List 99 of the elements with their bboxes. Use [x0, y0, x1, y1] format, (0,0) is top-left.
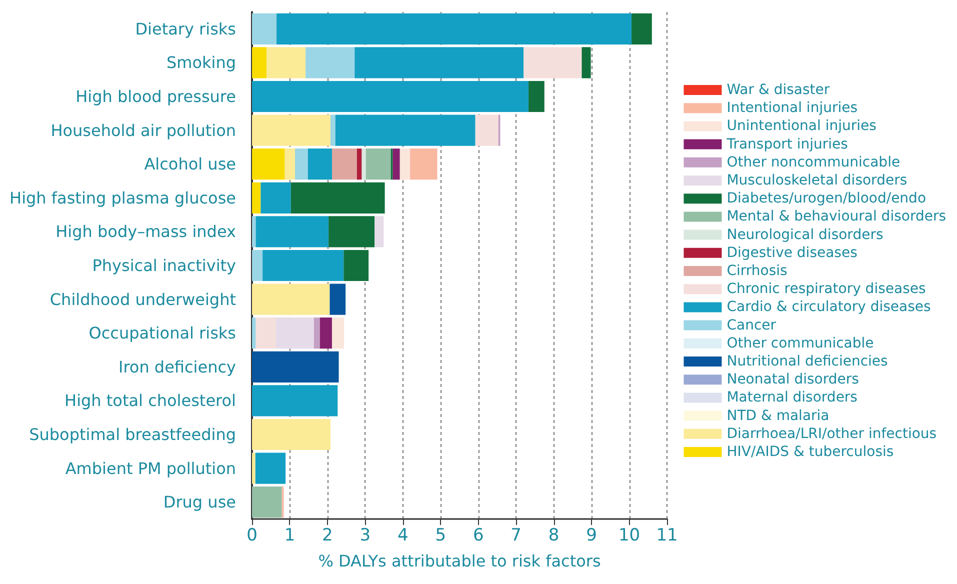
legend-label: Musculoskeletal disorders	[726, 172, 908, 188]
bar	[252, 284, 330, 315]
legend-label: Neonatal disorders	[726, 372, 859, 388]
bar	[284, 148, 296, 180]
legend-label: Mental & behavioural disorders	[726, 208, 946, 225]
bar	[252, 148, 285, 180]
y-tick-label: High total cholesterol	[64, 391, 236, 410]
legend-label: Maternal disorders	[726, 390, 858, 406]
legend-label: Other communicable	[726, 335, 874, 352]
bar	[330, 284, 346, 315]
bar	[320, 318, 332, 349]
bar	[374, 216, 384, 248]
bar	[252, 13, 277, 44]
bar	[252, 418, 330, 450]
x-tick-label: 3	[360, 526, 371, 546]
bar	[252, 47, 267, 78]
legend-label: Transport injuries	[726, 136, 848, 152]
y-tick-label: Occupational risks	[88, 324, 236, 343]
legend-label: Chronic respiratory diseases	[726, 281, 926, 298]
bar	[252, 182, 261, 214]
x-tick-label: 2	[322, 526, 333, 546]
y-tick-label: Household air pollution	[50, 120, 236, 140]
y-tick-label: Suboptimal breastfeeding	[29, 425, 236, 444]
legend-label: Cirrhosis	[726, 263, 788, 279]
legend-label: Diabetes/urogen/blood/endo	[726, 190, 926, 207]
legend-label: Nutritional deficiencies	[726, 354, 888, 370]
y-tick-label: Dietary risks	[135, 19, 236, 38]
bar	[344, 250, 369, 282]
bar	[252, 351, 339, 382]
bar	[252, 114, 330, 146]
legend-label: Cardio & circulatory diseases	[726, 299, 931, 316]
x-tick-label: 8	[548, 526, 560, 546]
bar	[306, 47, 355, 78]
legend-label: Other noncommunicable	[726, 154, 900, 170]
bar	[354, 47, 524, 78]
bar	[266, 47, 306, 78]
bar	[410, 148, 438, 180]
bar	[290, 182, 385, 214]
legend-label: Digestive diseases	[726, 244, 858, 261]
x-tick-label: 10	[618, 526, 640, 546]
x-axis-title: % DALYs attributable to risk factors	[318, 552, 601, 570]
bar	[528, 80, 544, 112]
x-tick-label: 11	[656, 526, 678, 546]
x-tick-label: 7	[510, 526, 522, 546]
bar	[308, 148, 332, 180]
x-tick-label: 5	[435, 526, 446, 546]
x-tick-label: 4	[397, 526, 408, 546]
legend-label: Unintentional injuries	[726, 118, 876, 134]
y-tick-label: Childhood underweight	[50, 290, 236, 309]
bar	[256, 216, 329, 248]
y-tick-label: Drug use	[163, 492, 236, 512]
bar	[332, 318, 344, 349]
bar	[314, 318, 320, 349]
x-tick-label: 9	[586, 526, 597, 546]
x-tick-label: 6	[472, 526, 484, 546]
legend-label: War & disaster	[726, 82, 830, 98]
bar	[262, 250, 344, 282]
legend-label: HIV/AIDS & tuberculosis	[726, 444, 894, 460]
bar	[335, 114, 476, 146]
bar	[256, 318, 276, 349]
bar	[252, 318, 256, 349]
y-tick-label: Alcohol use	[144, 154, 236, 174]
legend-label: Intentional injuries	[726, 100, 858, 116]
x-tick-label: 1	[284, 526, 296, 546]
legend-label: Cancer	[726, 317, 776, 334]
legend-label: Neurological disorders	[726, 226, 884, 243]
bar	[366, 148, 391, 180]
bar	[582, 47, 591, 78]
bar	[295, 148, 308, 180]
bar	[328, 216, 375, 248]
legend-label: Diarrhoea/LRI/other infectious	[726, 426, 937, 442]
bar	[252, 80, 529, 112]
y-tick-label: High blood pressure	[76, 87, 236, 106]
bar	[252, 250, 263, 282]
y-tick-label: Smoking	[166, 53, 236, 72]
bar	[362, 148, 366, 180]
bar	[400, 148, 410, 180]
bar	[252, 216, 256, 248]
bar	[252, 385, 338, 416]
legend-label: NTD & malaria	[726, 408, 830, 424]
bar	[392, 148, 400, 180]
bar	[252, 452, 256, 484]
bar	[356, 148, 362, 180]
y-tick-label: High body–mass index	[56, 222, 236, 242]
bar	[632, 13, 652, 44]
bar	[260, 182, 291, 214]
bar	[276, 13, 632, 44]
bar	[252, 486, 282, 518]
y-tick-label: Iron deficiency	[118, 357, 236, 376]
bar	[332, 148, 357, 180]
y-tick-label: Ambient PM pollution	[65, 458, 236, 478]
bar	[255, 452, 286, 484]
y-tick-label: High fasting plasma glucose	[10, 188, 236, 208]
bar	[276, 318, 314, 349]
bar	[524, 47, 582, 78]
bar	[475, 114, 498, 146]
y-tick-label: Physical inactivity	[92, 256, 236, 275]
x-tick-label: 0	[246, 526, 258, 546]
bar	[330, 114, 336, 146]
